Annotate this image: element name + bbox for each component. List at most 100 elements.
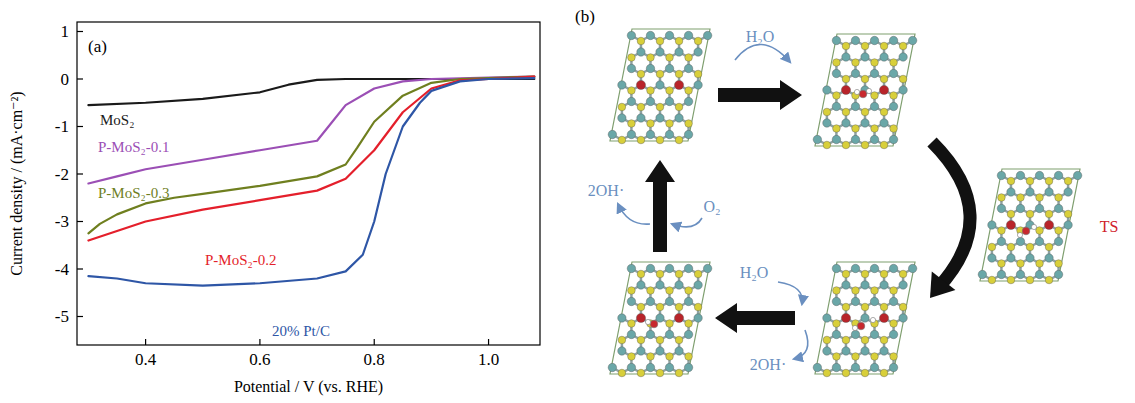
atom	[997, 204, 1005, 212]
atom	[842, 53, 850, 61]
atom	[871, 353, 879, 361]
species-label: H₂O	[740, 264, 769, 281]
atom	[889, 69, 897, 77]
atom	[1016, 237, 1024, 245]
atom	[851, 363, 859, 371]
atom	[870, 363, 878, 371]
atom	[880, 53, 888, 61]
atom	[908, 264, 916, 272]
atom	[861, 108, 869, 116]
series-label: P-MoS₂-0.3	[98, 185, 170, 201]
plot-frame	[77, 22, 540, 345]
atom	[637, 37, 645, 45]
y-tick-label: 0	[61, 70, 70, 89]
atom	[823, 369, 831, 377]
atom	[665, 330, 673, 338]
atom	[666, 287, 674, 295]
x-tick	[488, 339, 489, 345]
atom	[627, 363, 635, 371]
atom	[833, 320, 841, 328]
hydrogen-atom	[870, 317, 875, 322]
atom	[637, 347, 645, 355]
atom	[647, 353, 655, 361]
atom	[1026, 276, 1034, 284]
atom	[1055, 194, 1063, 202]
y-tick-label: -4	[55, 260, 70, 279]
atom	[861, 369, 869, 377]
atom	[833, 92, 841, 100]
dopant-atom	[636, 80, 645, 89]
atom	[1045, 210, 1053, 218]
atom	[988, 243, 996, 251]
x-tick	[374, 339, 375, 345]
atom	[851, 69, 859, 77]
atom	[813, 135, 821, 143]
species-arrow	[778, 282, 802, 304]
atom	[618, 347, 626, 355]
atom	[823, 314, 831, 322]
atom	[637, 114, 645, 122]
atom	[1064, 177, 1072, 185]
y-tick-label: -1	[55, 117, 69, 136]
atom	[997, 270, 1005, 278]
atom	[666, 320, 674, 328]
atom	[813, 363, 821, 371]
oxygen-atom	[650, 320, 658, 328]
atom	[703, 264, 711, 272]
oxygen-atom	[859, 90, 867, 98]
atom	[1026, 254, 1034, 262]
atom	[880, 347, 888, 355]
atom	[997, 171, 1005, 179]
atom	[1036, 260, 1044, 268]
atom	[1054, 204, 1062, 212]
atom	[870, 264, 878, 272]
atom	[665, 264, 673, 272]
atom	[998, 194, 1006, 202]
series-label: MoS₂	[100, 112, 134, 128]
atom	[1064, 188, 1072, 196]
atom	[861, 141, 869, 149]
atom	[832, 135, 840, 143]
y-tick-label: -5	[55, 307, 69, 326]
atom	[694, 48, 702, 56]
atom	[656, 37, 664, 45]
atom	[684, 297, 692, 305]
atom	[851, 102, 859, 110]
process-arrow	[932, 142, 970, 288]
x-tick	[259, 339, 260, 345]
atom	[685, 87, 693, 95]
atom	[889, 102, 897, 110]
dopant-atom	[879, 313, 888, 322]
atom	[861, 347, 869, 355]
atom	[861, 53, 869, 61]
species-arrow	[618, 204, 650, 224]
atom	[889, 363, 897, 371]
atom	[899, 86, 907, 94]
atom	[656, 369, 664, 377]
atom	[627, 64, 635, 72]
atom	[665, 297, 673, 305]
lines	[88, 77, 534, 286]
atom	[646, 64, 654, 72]
atom	[656, 281, 664, 289]
atom	[646, 330, 654, 338]
atom	[833, 353, 841, 361]
atom	[1007, 243, 1015, 251]
atom	[842, 119, 850, 127]
atom	[666, 120, 674, 128]
atom	[851, 297, 859, 305]
hydrogen-atom	[854, 89, 859, 94]
atom	[870, 135, 878, 143]
y-tick-label: -3	[55, 212, 69, 231]
atom	[694, 37, 702, 45]
atom	[871, 92, 879, 100]
atom	[899, 42, 907, 50]
dopant-atom	[841, 85, 850, 94]
atom	[694, 281, 702, 289]
atom	[899, 75, 907, 83]
y-tick	[77, 268, 83, 269]
y-tick	[77, 316, 83, 317]
atom	[890, 353, 898, 361]
atom	[694, 270, 702, 278]
atom	[1035, 270, 1043, 278]
